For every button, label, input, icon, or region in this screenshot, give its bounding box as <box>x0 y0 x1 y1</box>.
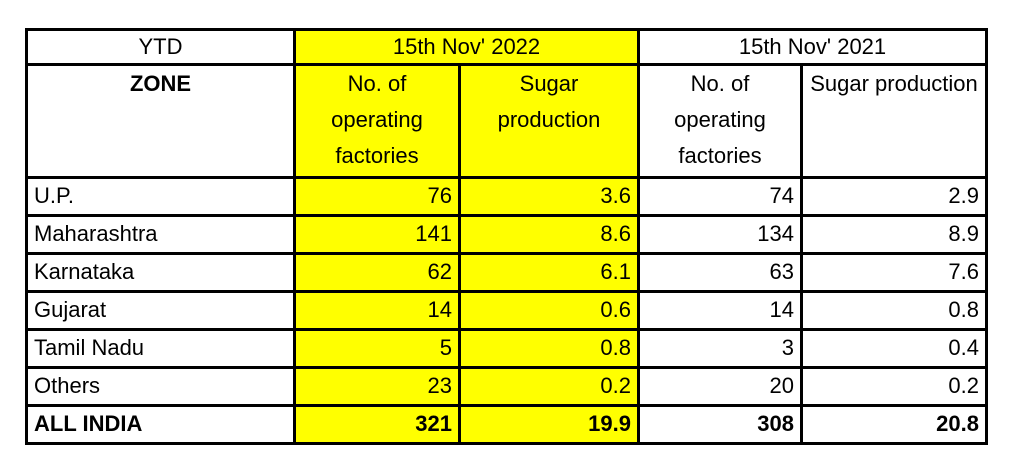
factories-2021-cell: 308 <box>637 403 803 445</box>
factories-2022-cell: 5 <box>293 327 461 369</box>
factories-2021-cell: 20 <box>637 365 803 407</box>
period-2022-header: 15th Nov' 2022 <box>293 28 640 66</box>
table-row: Maharashtra 141 8.6 134 8.9 <box>25 213 988 255</box>
production-2021-cell: 20.8 <box>800 403 988 445</box>
production-2021-cell: 0.4 <box>800 327 988 369</box>
production-2021-cell: 0.8 <box>800 289 988 331</box>
col-header-production-2021: Sugar production <box>800 62 988 179</box>
table-row: U.P. 76 3.6 74 2.9 <box>25 175 988 217</box>
table-row: Tamil Nadu 5 0.8 3 0.4 <box>25 327 988 369</box>
factories-2022-cell: 23 <box>293 365 461 407</box>
table-head: YTD 15th Nov' 2022 15th Nov' 2021 ZONE N… <box>25 28 988 179</box>
production-2022-cell: 19.9 <box>458 403 640 445</box>
production-2021-cell: 0.2 <box>800 365 988 407</box>
production-2022-cell: 0.8 <box>458 327 640 369</box>
zone-name: U.P. <box>25 175 296 217</box>
col-header-factories-2021: No. of operating factories <box>637 62 803 179</box>
zone-name: ALL INDIA <box>25 403 296 445</box>
column-header-row: ZONE No. of operating factories Sugar pr… <box>25 62 988 179</box>
sugar-production-table: YTD 15th Nov' 2022 15th Nov' 2021 ZONE N… <box>25 28 988 445</box>
zone-name: Tamil Nadu <box>25 327 296 369</box>
factories-2022-cell: 62 <box>293 251 461 293</box>
total-row: ALL INDIA 321 19.9 308 20.8 <box>25 403 988 445</box>
zone-name: Maharashtra <box>25 213 296 255</box>
factories-2021-cell: 134 <box>637 213 803 255</box>
table-row: Others 23 0.2 20 0.2 <box>25 365 988 407</box>
period-2021-header: 15th Nov' 2021 <box>637 28 988 66</box>
zone-name: Gujarat <box>25 289 296 331</box>
col-header-factories-2022: No. of operating factories <box>293 62 461 179</box>
zone-header-label: ZONE <box>25 62 296 179</box>
factories-2021-cell: 14 <box>637 289 803 331</box>
production-2022-cell: 6.1 <box>458 251 640 293</box>
factories-2022-cell: 321 <box>293 403 461 445</box>
production-2021-cell: 7.6 <box>800 251 988 293</box>
table-body: U.P. 76 3.6 74 2.9 Maharashtra 141 8.6 134 8.9 Kar… <box>25 175 988 445</box>
production-2021-cell: 2.9 <box>800 175 988 217</box>
production-2022-cell: 3.6 <box>458 175 640 217</box>
production-2022-cell: 0.2 <box>458 365 640 407</box>
ytd-label: YTD <box>25 28 296 66</box>
table-row: Karnataka 62 6.1 63 7.6 <box>25 251 988 293</box>
production-2022-cell: 0.6 <box>458 289 640 331</box>
production-2021-cell: 8.9 <box>800 213 988 255</box>
factories-2021-cell: 3 <box>637 327 803 369</box>
table-row: Gujarat 14 0.6 14 0.8 <box>25 289 988 331</box>
factories-2021-cell: 63 <box>637 251 803 293</box>
factories-2022-cell: 141 <box>293 213 461 255</box>
factories-2021-cell: 74 <box>637 175 803 217</box>
zone-name: Others <box>25 365 296 407</box>
zone-name: Karnataka <box>25 251 296 293</box>
factories-2022-cell: 76 <box>293 175 461 217</box>
col-header-production-2022: Sugar production <box>458 62 640 179</box>
factories-2022-cell: 14 <box>293 289 461 331</box>
period-header-row: YTD 15th Nov' 2022 15th Nov' 2021 <box>25 28 988 66</box>
production-2022-cell: 8.6 <box>458 213 640 255</box>
